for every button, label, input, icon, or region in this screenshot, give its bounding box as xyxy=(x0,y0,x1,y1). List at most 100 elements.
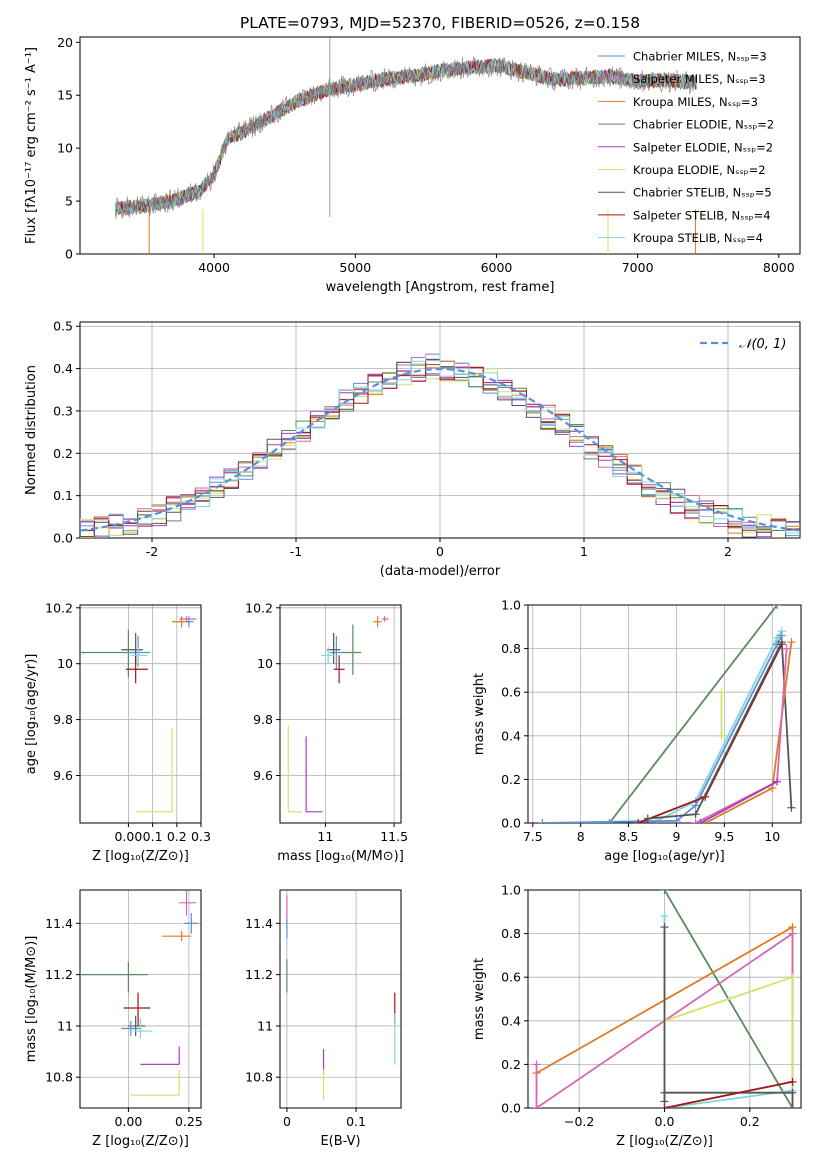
y-axis-label: mass weight xyxy=(472,673,487,755)
spectrum-line-spectrum_data xyxy=(114,56,697,220)
y-tick-label: 9.6 xyxy=(253,768,273,783)
legend-label: Kroupa ELODIE, Nₛₛₚ=2 xyxy=(633,163,766,177)
plot-area-spectrum xyxy=(114,38,697,254)
weight-line xyxy=(664,1080,793,1108)
gaussian-curve xyxy=(80,367,800,532)
y-tick-label: 0.2 xyxy=(53,446,73,461)
x-tick-label: 0.25 xyxy=(175,1114,203,1129)
x-tick-label: 0.3 xyxy=(191,829,211,844)
y-tick-label: 0.8 xyxy=(501,926,521,941)
y-tick-label: 10.2 xyxy=(45,600,73,615)
x-tick-label: 10 xyxy=(764,829,780,844)
plot-area-age_vs_mass xyxy=(287,616,389,813)
x-tick-label: 11 xyxy=(317,829,333,844)
plot-area-mass_vs_Z xyxy=(80,890,199,1096)
x-axis-label: Z [log₁₀(Z/Z⊙)] xyxy=(92,1134,189,1149)
x-tick-label: 9 xyxy=(672,829,680,844)
x-tick-label: 0.1 xyxy=(143,829,163,844)
y-tick-label: 0.5 xyxy=(53,319,73,334)
y-tick-label: 10.8 xyxy=(245,1070,273,1085)
y-tick-label: 5 xyxy=(65,194,73,209)
x-tick-label: 4000 xyxy=(198,260,230,275)
y-tick-label: 0.4 xyxy=(501,1013,521,1028)
weight-line xyxy=(647,638,793,820)
axes-frame xyxy=(279,604,402,824)
x-axis-label: (data-model)/error xyxy=(380,564,501,579)
legend: Chabrier MILES, Nₛₛₚ=3 Salpeter MILES, Nₛ… xyxy=(598,50,774,245)
figure-title: PLATE=0793, MJD=52370, FIBERID=0526, z=0… xyxy=(240,14,640,32)
x-tick-label: 0.2 xyxy=(740,1114,760,1129)
y-tick-label: 10 xyxy=(57,656,73,671)
y-tick-label: 20 xyxy=(57,35,73,50)
y-axis-label: age [log₁₀(age/yr)] xyxy=(24,654,39,775)
y-axis-label: mass weight xyxy=(472,958,487,1040)
x-tick-label: 0.1 xyxy=(346,1114,366,1129)
y-tick-label: 0.3 xyxy=(53,403,73,418)
legend-label: Chabrier MILES, Nₛₛₚ=3 xyxy=(633,50,767,64)
x-tick-label: 1 xyxy=(580,544,588,559)
y-tick-label: 9.8 xyxy=(53,712,73,727)
y-axis-label: mass [log₁₀(M/M⊙)] xyxy=(24,936,39,1063)
y-tick-label: 11.2 xyxy=(45,967,73,982)
x-tick-label: 2 xyxy=(724,544,732,559)
y-tick-label: 10 xyxy=(57,141,73,156)
y-tick-label: 9.8 xyxy=(253,712,273,727)
x-axis-label: Z [log₁₀(Z/Z⊙)] xyxy=(92,849,189,864)
x-tick-label: 6000 xyxy=(481,260,513,275)
legend-label: Kroupa STELIB, Nₛₛₚ=4 xyxy=(633,231,763,245)
y-tick-label: 9.6 xyxy=(53,768,73,783)
y-tick-label: 0.2 xyxy=(501,1057,521,1072)
x-tick-label: 8.5 xyxy=(619,829,639,844)
axes-frame xyxy=(79,604,202,824)
y-tick-label: 0 xyxy=(65,247,73,262)
legend-label: Chabrier STELIB, Nₛₛₚ=5 xyxy=(633,186,772,200)
legend-label: 𝒩(0, 1) xyxy=(739,337,786,352)
axes-frame xyxy=(79,36,801,255)
y-tick-label: 1.0 xyxy=(501,883,521,898)
plot-area-weight_vs_Z xyxy=(532,890,797,1108)
x-tick-label: -1 xyxy=(290,544,302,559)
weight-line xyxy=(608,605,778,823)
y-tick-label: 0.0 xyxy=(501,1101,521,1116)
y-tick-label: 11.2 xyxy=(245,967,273,982)
y-tick-label: 11 xyxy=(57,1018,73,1033)
weight-line xyxy=(663,916,793,1108)
chart-weight_vs_Z: −0.2 0.0 0.2 0.0 0.2 0.4 0.6 0.8 1.0 Z [log₁₀(Z/Z… xyxy=(472,883,802,1149)
x-tick-label: 0 xyxy=(436,544,444,559)
y-tick-label: 0.4 xyxy=(501,728,521,743)
y-tick-label: 1.0 xyxy=(501,598,521,613)
legend-label: Chabrier ELODIE, Nₛₛₚ=2 xyxy=(633,118,774,132)
x-tick-label: 0.00 xyxy=(114,1114,142,1129)
y-tick-label: 0.8 xyxy=(501,641,521,656)
y-tick-label: 11.4 xyxy=(245,916,273,931)
legend-label: Kroupa MILES, Nₛₛₚ=3 xyxy=(633,95,758,109)
x-tick-label: 11.5 xyxy=(380,829,408,844)
x-axis-label: age [log₁₀(age/yr)] xyxy=(604,849,725,864)
y-tick-label: 0.6 xyxy=(501,685,521,700)
y-tick-label: 0.1 xyxy=(53,488,73,503)
y-tick-label: 10.8 xyxy=(45,1070,73,1085)
chart-age_vs_Z: 0.00 0.1 0.2 0.3 9.6 9.8 10 10.2 Z [log₁₀(Z/Z⊙)]… xyxy=(24,600,211,864)
x-tick-label: 8 xyxy=(577,829,585,844)
weight-line xyxy=(542,630,783,823)
y-tick-label: 11 xyxy=(257,1018,273,1033)
legend-label: Salpeter STELIB, Nₛₛₚ=4 xyxy=(633,208,771,222)
chart-weight_vs_age: 7.5 8 8.5 9 9.5 10 0.0 0.2 0.4 0.6 0.8 1.0 age [log₁… xyxy=(472,598,802,864)
x-tick-label: 0.0 xyxy=(655,1114,675,1129)
axes-frame xyxy=(279,889,402,1109)
legend-label: Salpeter MILES, Nₛₛₚ=3 xyxy=(633,72,766,86)
plot-area-weight_vs_age xyxy=(538,605,796,823)
chart-age_vs_mass: 11 11.5 9.6 9.8 10 10.2 mass [log₁₀(M/M⊙)] xyxy=(245,600,408,864)
y-tick-label: 10 xyxy=(257,656,273,671)
y-tick-label: 15 xyxy=(57,88,73,103)
plot-area-mass_vs_EBV xyxy=(286,895,396,1101)
y-tick-label: 0.0 xyxy=(501,816,521,831)
plot-area-residuals xyxy=(80,353,800,538)
x-tick-label: 0.2 xyxy=(167,829,187,844)
y-tick-label: 11.4 xyxy=(45,916,73,931)
plot-area-age_vs_Z xyxy=(80,616,197,813)
x-axis-label: E(B-V) xyxy=(320,1134,360,1149)
y-tick-label: 0.2 xyxy=(501,772,521,787)
axes-frame xyxy=(527,604,802,824)
